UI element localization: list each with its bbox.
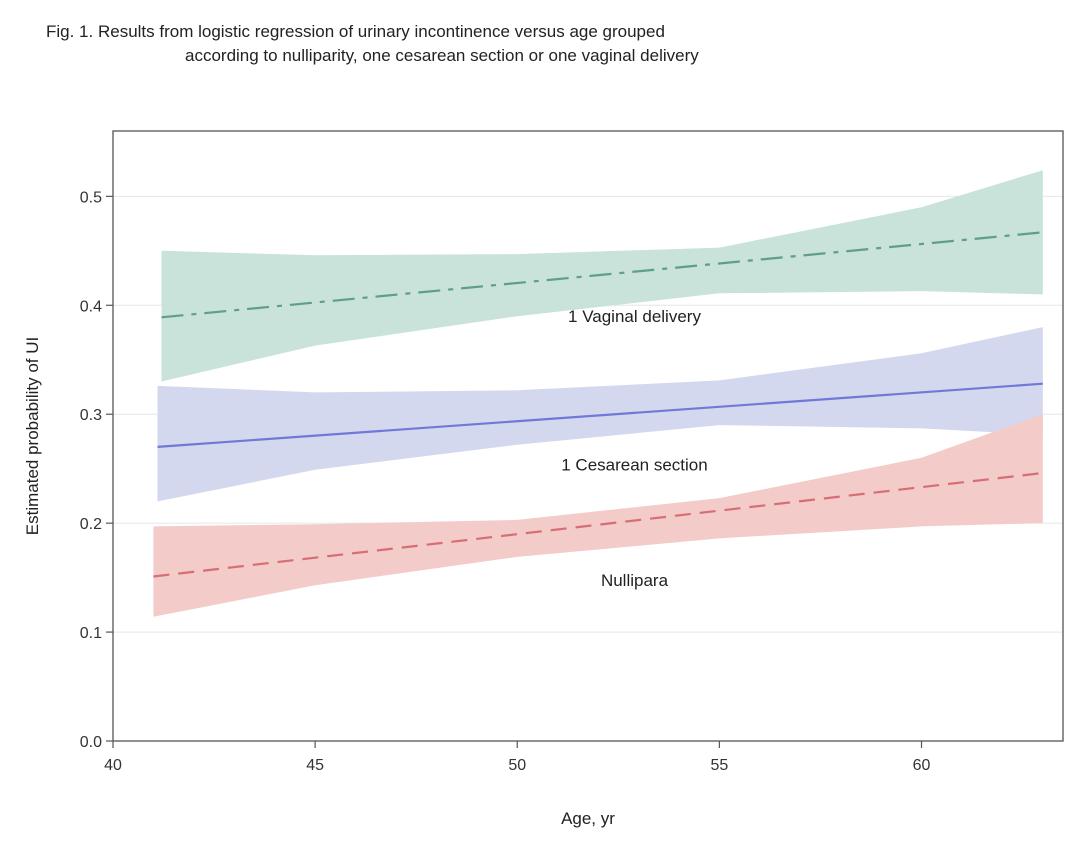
line-1-vaginal-delivery [161,231,1043,319]
series-labels: 1 Vaginal delivery 1 Cesarean section Null… [561,307,707,590]
y-axis-title: Estimated probability of UI [23,337,42,535]
y-tick-label-0: 0.0 [80,734,102,751]
figure-title-line-1: Fig. 1. Results from logistic regression… [46,22,665,41]
y-tick-label-1: 0.1 [80,625,102,642]
y-tick-label-3: 0.3 [80,407,102,424]
label-1-cesarean-section: 1 Cesarean section [561,455,707,474]
x-tick-label-55: 55 [710,757,728,774]
x-tick-label-40: 40 [104,757,122,774]
line-1-cesarean-section [157,382,1043,448]
band-nullipara [153,414,1043,617]
x-tick-label-45: 45 [306,757,324,774]
series-lines [153,231,1043,578]
x-axis: 40 45 50 55 60 [104,741,931,774]
label-1-vaginal-delivery: 1 Vaginal delivery [568,307,701,326]
y-tick-label-4: 0.4 [80,298,102,315]
y-axis: 0.0 0.1 0.2 0.3 0.4 0.5 [80,189,113,751]
figure-title-line-2: according to nulliparity, one cesarean s… [185,46,699,65]
label-nullipara: Nullipara [601,571,669,590]
x-tick-label-50: 50 [508,757,526,774]
y-tick-label-5: 0.5 [80,189,102,206]
plot-frame [112,130,1064,742]
x-axis-title: Age, yr [561,809,615,828]
y-tick-label-2: 0.2 [80,516,102,533]
x-tick-label-60: 60 [913,757,931,774]
